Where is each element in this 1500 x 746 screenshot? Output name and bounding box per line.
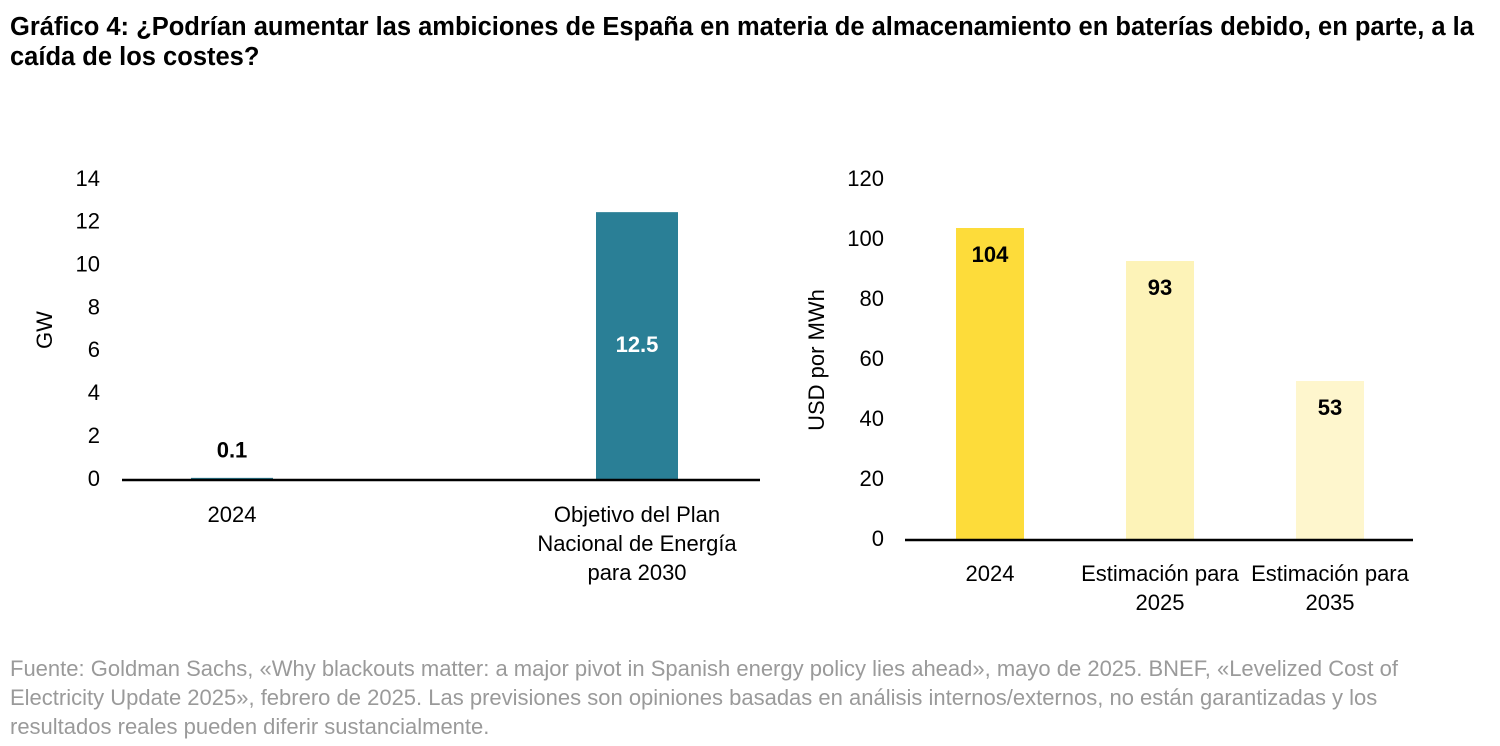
page-title: Gráfico 4: ¿Podrían aumentar las ambicio… — [10, 13, 1474, 71]
y-tick-label: 80 — [860, 286, 884, 311]
y-tick-label: 12 — [76, 209, 100, 234]
bar — [956, 228, 1024, 540]
y-tick-label: 60 — [860, 346, 884, 371]
y-tick-label: 0 — [872, 526, 884, 551]
x-tick-label: 2024 — [207, 502, 257, 527]
y-axis-label: GW — [32, 311, 57, 349]
bar — [596, 212, 678, 480]
bar — [1126, 261, 1194, 540]
y-tick-label: 2 — [88, 423, 100, 448]
y-tick-label: 6 — [88, 337, 100, 362]
x-tick-label: 2024 — [965, 561, 1015, 586]
value-label: 104 — [972, 242, 1009, 267]
y-tick-label: 14 — [76, 166, 100, 191]
y-tick-label: 4 — [88, 380, 100, 405]
y-tick-label: 10 — [76, 252, 100, 277]
y-tick-label: 0 — [88, 466, 100, 491]
value-label: 0.1 — [217, 438, 248, 463]
y-tick-label: 40 — [860, 406, 884, 431]
y-tick-label: 120 — [847, 166, 884, 191]
x-tick-label: Estimación para 2025 — [1081, 561, 1239, 615]
y-tick-label: 20 — [860, 466, 884, 491]
y-axis-label: USD por MWh — [804, 289, 829, 431]
value-label: 93 — [1148, 275, 1172, 300]
y-tick-label: 8 — [88, 294, 100, 319]
value-label: 53 — [1318, 395, 1342, 420]
value-label: 12.5 — [616, 332, 659, 357]
source-note: Fuente: Goldman Sachs, «Why blackouts ma… — [10, 656, 1398, 739]
y-tick-label: 100 — [847, 226, 884, 251]
x-tick-label: Estimación para 2035 — [1251, 561, 1409, 615]
bar — [1296, 381, 1364, 540]
x-tick-label: Objetivo del Plan Nacional de Energía pa… — [537, 502, 737, 585]
